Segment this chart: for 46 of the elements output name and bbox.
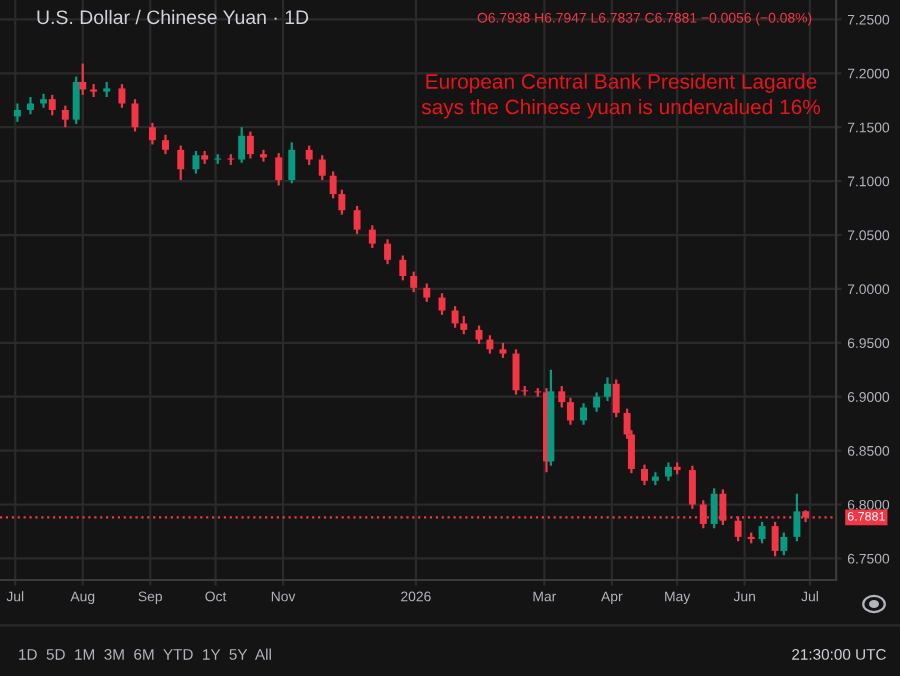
candlestick — [118, 82, 126, 109]
candlestick — [512, 348, 520, 396]
candlestick — [604, 376, 611, 403]
candlestick — [710, 487, 718, 530]
candlestick — [566, 396, 574, 426]
candlestick — [161, 133, 169, 156]
candlestick — [79, 62, 87, 96]
candlestick — [13, 102, 21, 123]
candlestick — [61, 104, 69, 129]
candlestick — [288, 141, 296, 185]
candlestick — [423, 282, 431, 303]
candlestick — [353, 204, 361, 236]
candlestick — [148, 121, 156, 146]
candlestick — [238, 126, 246, 164]
annotation: European Central Bank President Lagarde says the Chinese yuan is undervalued 16% — [421, 73, 821, 119]
candlestick — [688, 464, 696, 510]
candlestick — [72, 75, 80, 126]
candlestick — [329, 170, 337, 200]
candlestick — [780, 531, 788, 557]
candlestick — [40, 92, 48, 109]
candlestick — [486, 334, 494, 355]
chart-title: U.S. Dollar / Chinese Yuan · 1D — [37, 9, 309, 25]
candlestick — [48, 93, 56, 117]
candlestick — [177, 144, 185, 182]
candlestick — [641, 463, 648, 487]
candlestick — [246, 130, 254, 160]
candlestick — [558, 384, 566, 409]
candlestick — [368, 224, 376, 250]
candlestick — [275, 151, 283, 187]
candlestick — [612, 378, 620, 419]
candlestick — [793, 492, 801, 543]
candlestick — [664, 461, 672, 482]
candlestick — [318, 154, 326, 182]
candlestick — [192, 149, 200, 175]
candlestick — [451, 305, 459, 329]
candlestick — [305, 144, 313, 167]
candlestick — [410, 270, 418, 294]
candlestick — [771, 520, 779, 558]
candlestick — [338, 188, 346, 216]
candlestick — [593, 391, 601, 413]
candlestick — [460, 314, 468, 336]
candlestick — [580, 402, 588, 426]
candlestick — [758, 520, 766, 545]
candlestick — [384, 238, 392, 266]
candlestick — [399, 254, 407, 282]
candlestick — [259, 148, 267, 163]
